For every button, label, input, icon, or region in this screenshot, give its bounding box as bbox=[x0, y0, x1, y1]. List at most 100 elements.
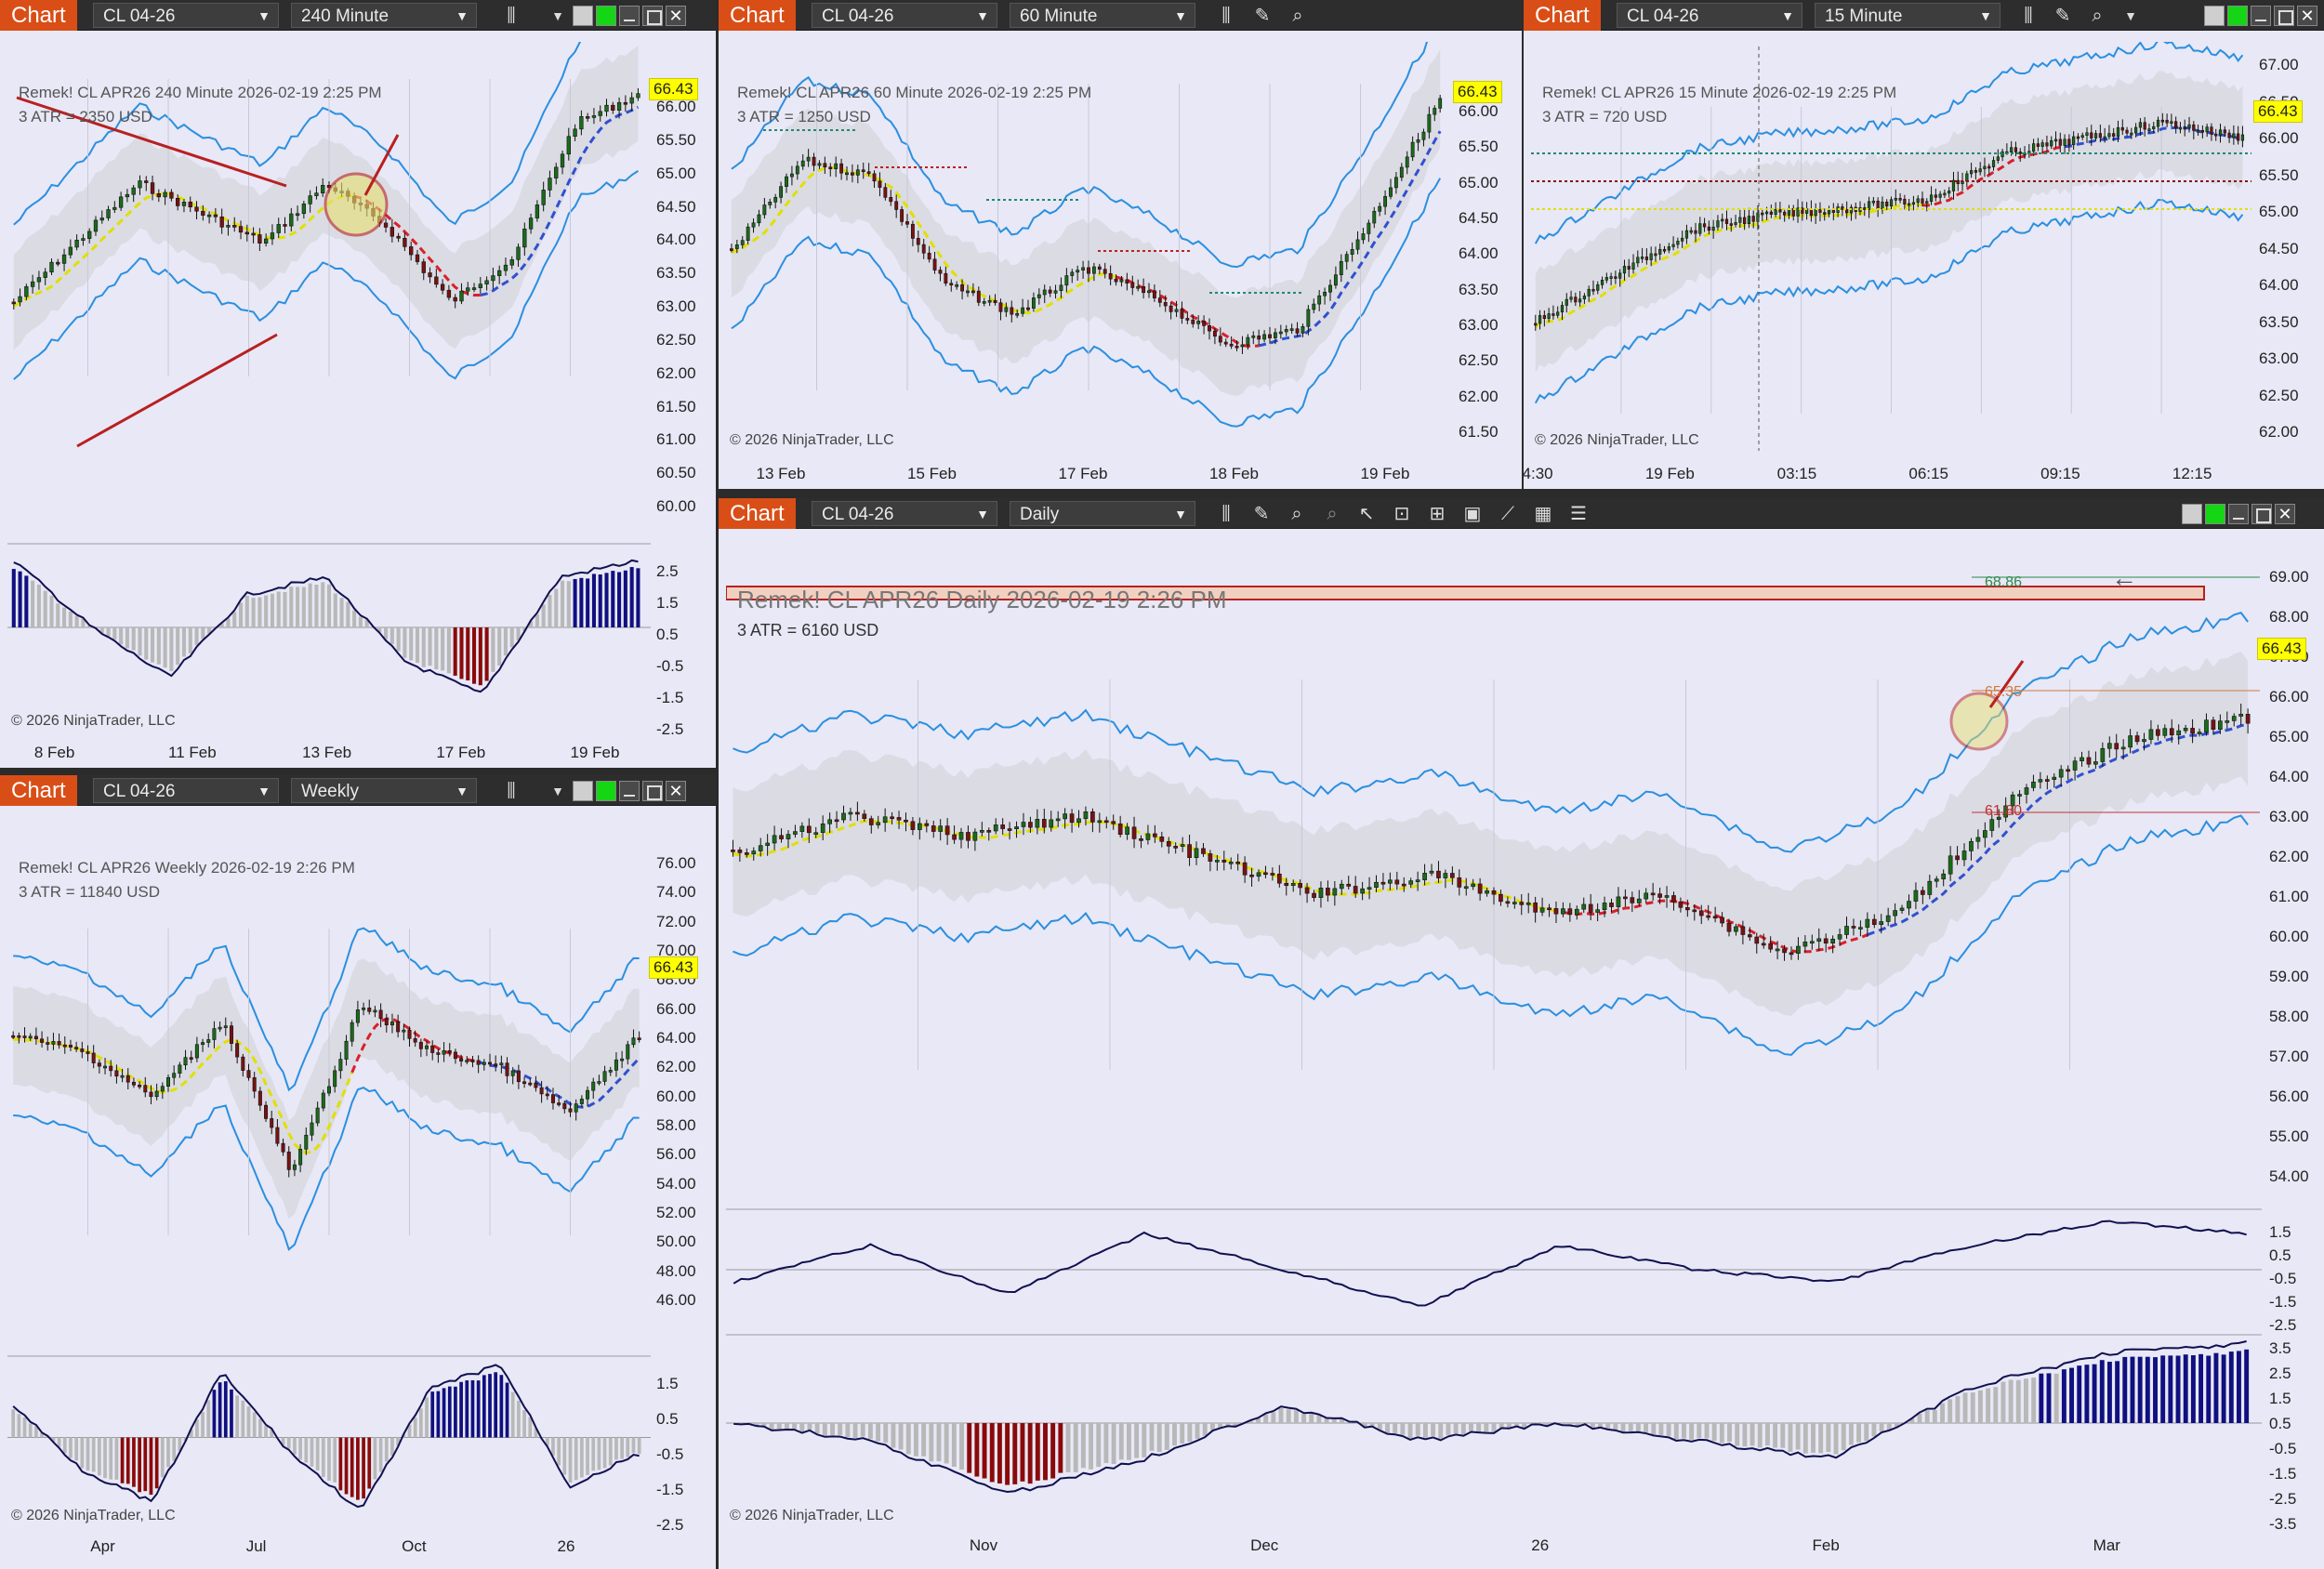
candle-body bbox=[779, 835, 784, 839]
zoom-icon[interactable]: ⌕ bbox=[2092, 6, 2103, 26]
chart-tab-label[interactable]: Chart bbox=[1524, 0, 1601, 31]
candle-body bbox=[219, 216, 224, 228]
close-button[interactable]: ✕ bbox=[2275, 504, 2295, 524]
pencil-icon[interactable]: ✎ bbox=[1254, 6, 1271, 26]
link-green-button[interactable] bbox=[596, 781, 616, 801]
properties-icon[interactable]: ⊞ bbox=[1429, 504, 1446, 524]
instrument-selector[interactable]: CL 04-26 ▼ bbox=[812, 501, 997, 526]
maximize-button[interactable] bbox=[2251, 504, 2272, 524]
candle-body bbox=[310, 1122, 314, 1136]
dropdown-arrow-icon[interactable]: ▼ bbox=[551, 784, 564, 798]
minimize-button[interactable] bbox=[2228, 504, 2249, 524]
bar-style-icon[interactable]: ⫼ bbox=[1221, 504, 1231, 524]
pencil-icon[interactable]: ✎ bbox=[1253, 504, 1270, 524]
link-gray-button[interactable] bbox=[573, 6, 593, 26]
candle-body bbox=[1097, 820, 1103, 824]
histogram-bar bbox=[138, 627, 142, 656]
link-gray-button[interactable] bbox=[2204, 6, 2225, 26]
interval-selector[interactable]: 15 Minute ▼ bbox=[1815, 3, 2000, 28]
minimize-button[interactable] bbox=[619, 6, 640, 26]
price-chart[interactable] bbox=[7, 42, 651, 730]
price-chart[interactable] bbox=[7, 817, 651, 1528]
candle-body bbox=[1136, 285, 1141, 289]
close-button[interactable]: ✕ bbox=[666, 781, 686, 801]
link-gray-button[interactable] bbox=[2182, 504, 2202, 524]
histogram-bar bbox=[1065, 1423, 1071, 1472]
histogram-bar bbox=[1103, 1423, 1109, 1463]
histogram-bar bbox=[620, 1437, 624, 1459]
price-tick-label: 64.00 bbox=[2269, 768, 2309, 785]
maximize-button[interactable] bbox=[642, 6, 663, 26]
instrument-selector[interactable]: CL 04-26 ▼ bbox=[93, 778, 279, 803]
snapshot-icon[interactable]: ▣ bbox=[1463, 504, 1482, 524]
candle-body bbox=[1055, 818, 1061, 822]
dropdown-arrow-icon[interactable]: ▼ bbox=[2124, 8, 2137, 23]
candle-body bbox=[30, 281, 35, 287]
candle-body bbox=[1249, 874, 1254, 877]
chart-tab-label[interactable]: Chart bbox=[0, 775, 77, 806]
list-icon[interactable]: ☰ bbox=[1570, 504, 1587, 524]
maximize-button[interactable] bbox=[2274, 6, 2294, 26]
histogram-bar bbox=[293, 1437, 297, 1455]
interval-selector[interactable]: Daily ▼ bbox=[1010, 501, 1195, 526]
bar-style-icon[interactable]: ⫼ bbox=[1221, 6, 1231, 26]
candle-body bbox=[415, 254, 420, 262]
link-gray-button[interactable] bbox=[573, 781, 593, 801]
strategy-icon[interactable]: ⟋ bbox=[1501, 504, 1514, 524]
candle-body bbox=[1218, 336, 1222, 343]
minimize-button[interactable] bbox=[619, 781, 640, 801]
candle-body bbox=[99, 218, 104, 221]
candle-body bbox=[1408, 880, 1414, 885]
pencil-icon[interactable]: ✎ bbox=[2054, 6, 2071, 26]
zoom-icon[interactable]: ⌕ bbox=[1292, 6, 1303, 26]
candle-body bbox=[1519, 902, 1525, 905]
level-mid-label: 65.35 bbox=[1985, 684, 2023, 700]
interval-selector[interactable]: 240 Minute ▼ bbox=[291, 3, 477, 28]
zoom-out-icon[interactable]: ⌕ bbox=[1327, 504, 1338, 524]
price-chart[interactable] bbox=[1531, 42, 2251, 460]
minimize-button[interactable] bbox=[2251, 6, 2271, 26]
histogram-bar bbox=[951, 1423, 957, 1467]
price-chart[interactable] bbox=[726, 42, 1451, 460]
price-chart[interactable]: ← bbox=[726, 540, 2262, 1525]
chart-tab-label[interactable]: Chart bbox=[719, 0, 796, 31]
close-button[interactable]: ✕ bbox=[2297, 6, 2317, 26]
interval-selector[interactable]: 60 Minute ▼ bbox=[1010, 3, 1195, 28]
candle-body bbox=[2223, 129, 2226, 134]
histogram-bar bbox=[1909, 1418, 1915, 1423]
histogram-bar bbox=[604, 573, 609, 627]
calculator-icon[interactable]: ▦ bbox=[1534, 504, 1552, 524]
candle-body bbox=[223, 1025, 228, 1028]
link-green-button[interactable] bbox=[2205, 504, 2225, 524]
histogram-bar bbox=[270, 1429, 274, 1438]
zoom-in-icon[interactable]: ⌕ bbox=[1291, 504, 1302, 524]
candle-body bbox=[1289, 328, 1294, 331]
bar-style-icon[interactable]: ⫼ bbox=[507, 6, 516, 26]
histogram-bar bbox=[447, 1386, 452, 1438]
candle-body bbox=[924, 823, 930, 826]
bar-style-icon[interactable]: ⫼ bbox=[2024, 6, 2033, 26]
price-tick-label: 63.50 bbox=[1459, 280, 1499, 298]
candle-body bbox=[183, 1057, 188, 1066]
chart-tab-label[interactable]: Chart bbox=[719, 498, 796, 529]
bar-style-icon[interactable]: ⫼ bbox=[507, 781, 516, 801]
chart-tab-label[interactable]: Chart bbox=[0, 0, 77, 31]
link-green-button[interactable] bbox=[596, 6, 616, 26]
candle-body bbox=[1740, 926, 1746, 935]
instrument-selector[interactable]: CL 04-26 ▼ bbox=[812, 3, 997, 28]
instrument-selector[interactable]: CL 04-26 ▼ bbox=[93, 3, 279, 28]
maximize-button[interactable] bbox=[642, 781, 663, 801]
dropdown-arrow-icon[interactable]: ▼ bbox=[551, 8, 564, 23]
histogram-bar bbox=[614, 1437, 618, 1460]
candle-body bbox=[1644, 892, 1649, 900]
instrument-selector[interactable]: CL 04-26 ▼ bbox=[1617, 3, 1802, 28]
candle-body bbox=[1685, 907, 1690, 911]
close-button[interactable]: ✕ bbox=[666, 6, 686, 26]
pointer-icon[interactable]: ↖ bbox=[1358, 504, 1375, 524]
data-box-icon[interactable]: ⊡ bbox=[1393, 504, 1410, 524]
interval-selector[interactable]: Weekly ▼ bbox=[291, 778, 477, 803]
candle-body bbox=[46, 1042, 50, 1045]
histogram-bar bbox=[1871, 1423, 1877, 1437]
link-green-button[interactable] bbox=[2227, 6, 2248, 26]
candle-body bbox=[1982, 830, 1987, 838]
